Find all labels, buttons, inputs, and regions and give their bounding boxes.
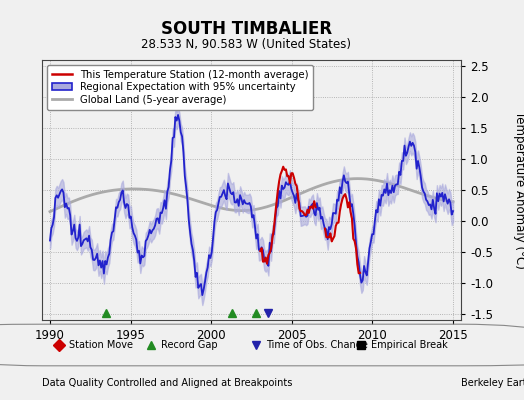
Text: Record Gap: Record Gap: [161, 340, 218, 350]
Text: Time of Obs. Change: Time of Obs. Change: [266, 340, 368, 350]
Text: SOUTH TIMBALIER: SOUTH TIMBALIER: [161, 20, 332, 38]
Text: Data Quality Controlled and Aligned at Breakpoints: Data Quality Controlled and Aligned at B…: [42, 378, 292, 388]
Text: Berkeley Earth: Berkeley Earth: [461, 378, 524, 388]
Text: 28.533 N, 90.583 W (United States): 28.533 N, 90.583 W (United States): [141, 38, 351, 51]
Legend: This Temperature Station (12-month average), Regional Expectation with 95% uncer: This Temperature Station (12-month avera…: [47, 65, 313, 110]
Y-axis label: Temperature Anomaly (°C): Temperature Anomaly (°C): [512, 111, 524, 269]
Text: Empirical Break: Empirical Break: [371, 340, 447, 350]
Text: Station Move: Station Move: [69, 340, 133, 350]
